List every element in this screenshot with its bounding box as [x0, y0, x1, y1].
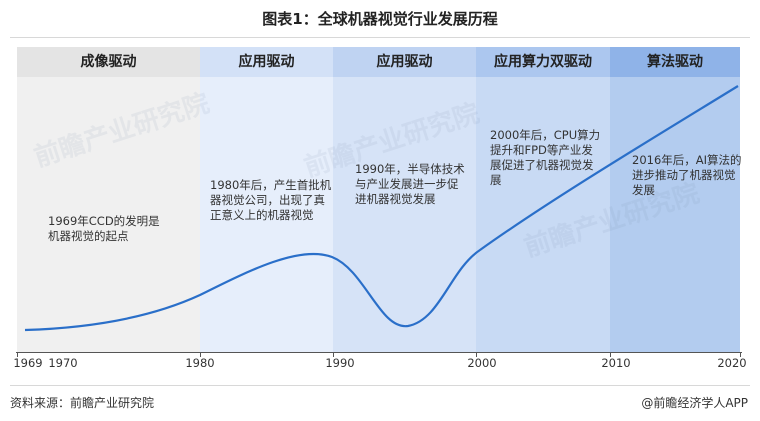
note-1990: 1990年，半导体技术 与产业发展进一步促 进机器视觉发展 — [355, 162, 465, 206]
tick-label-1990: 1990 — [325, 356, 355, 370]
top-divider — [10, 37, 750, 38]
phase-band-4: 应用算力双驱动 — [476, 47, 610, 352]
phase-band-3: 应用驱动 — [333, 47, 476, 352]
phase-label-1: 成像驱动 — [17, 47, 200, 77]
phase-band-1: 成像驱动 — [17, 47, 200, 352]
axis-tick — [333, 352, 334, 357]
tick-label-2020: 2020 — [717, 356, 747, 370]
tick-label-2000: 2000 — [467, 356, 497, 370]
axis-tick — [740, 352, 741, 357]
brand-credit: @前瞻经济学人APP — [641, 394, 748, 411]
axis-tick — [200, 352, 201, 357]
phase-label-3: 应用驱动 — [333, 47, 476, 77]
axis-tick — [17, 352, 18, 357]
note-2016: 2016年后，AI算法的 进步推动了机器视觉 发展 — [632, 153, 742, 197]
axis-tick — [476, 352, 477, 357]
source-note: 资料来源：前瞻产业研究院 — [10, 396, 155, 410]
tick-label-1970: 1970 — [48, 356, 78, 370]
axis-tick — [610, 352, 611, 357]
brand-text: @前瞻经济学人APP — [641, 396, 748, 410]
development-trend-line — [24, 85, 739, 332]
tick-label-1969: 1969 — [13, 356, 43, 370]
note-1980: 1980年后，产生首批机 器视觉公司，出现了真 正意义上的机器视觉 — [210, 178, 332, 222]
phase-label-2: 应用驱动 — [200, 47, 333, 77]
tick-label-2010: 2010 — [601, 356, 631, 370]
note-2000: 2000年后，CPU算力 提升和FPD等产业发 展促进了机器视觉发展 — [490, 128, 601, 187]
chart-title: 图表1：全球机器视觉行业发展历程 — [262, 10, 498, 28]
phase-label-5: 算法驱动 — [610, 47, 740, 77]
phase-label-4: 应用算力双驱动 — [476, 47, 610, 77]
tick-label-1980: 1980 — [185, 356, 215, 370]
phase-band-2: 应用驱动 — [200, 47, 333, 352]
bottom-divider — [10, 385, 750, 386]
timeline-axis — [16, 352, 742, 353]
note-1969: 1969年CCD的发明是 机器视觉的起点 — [48, 214, 160, 243]
